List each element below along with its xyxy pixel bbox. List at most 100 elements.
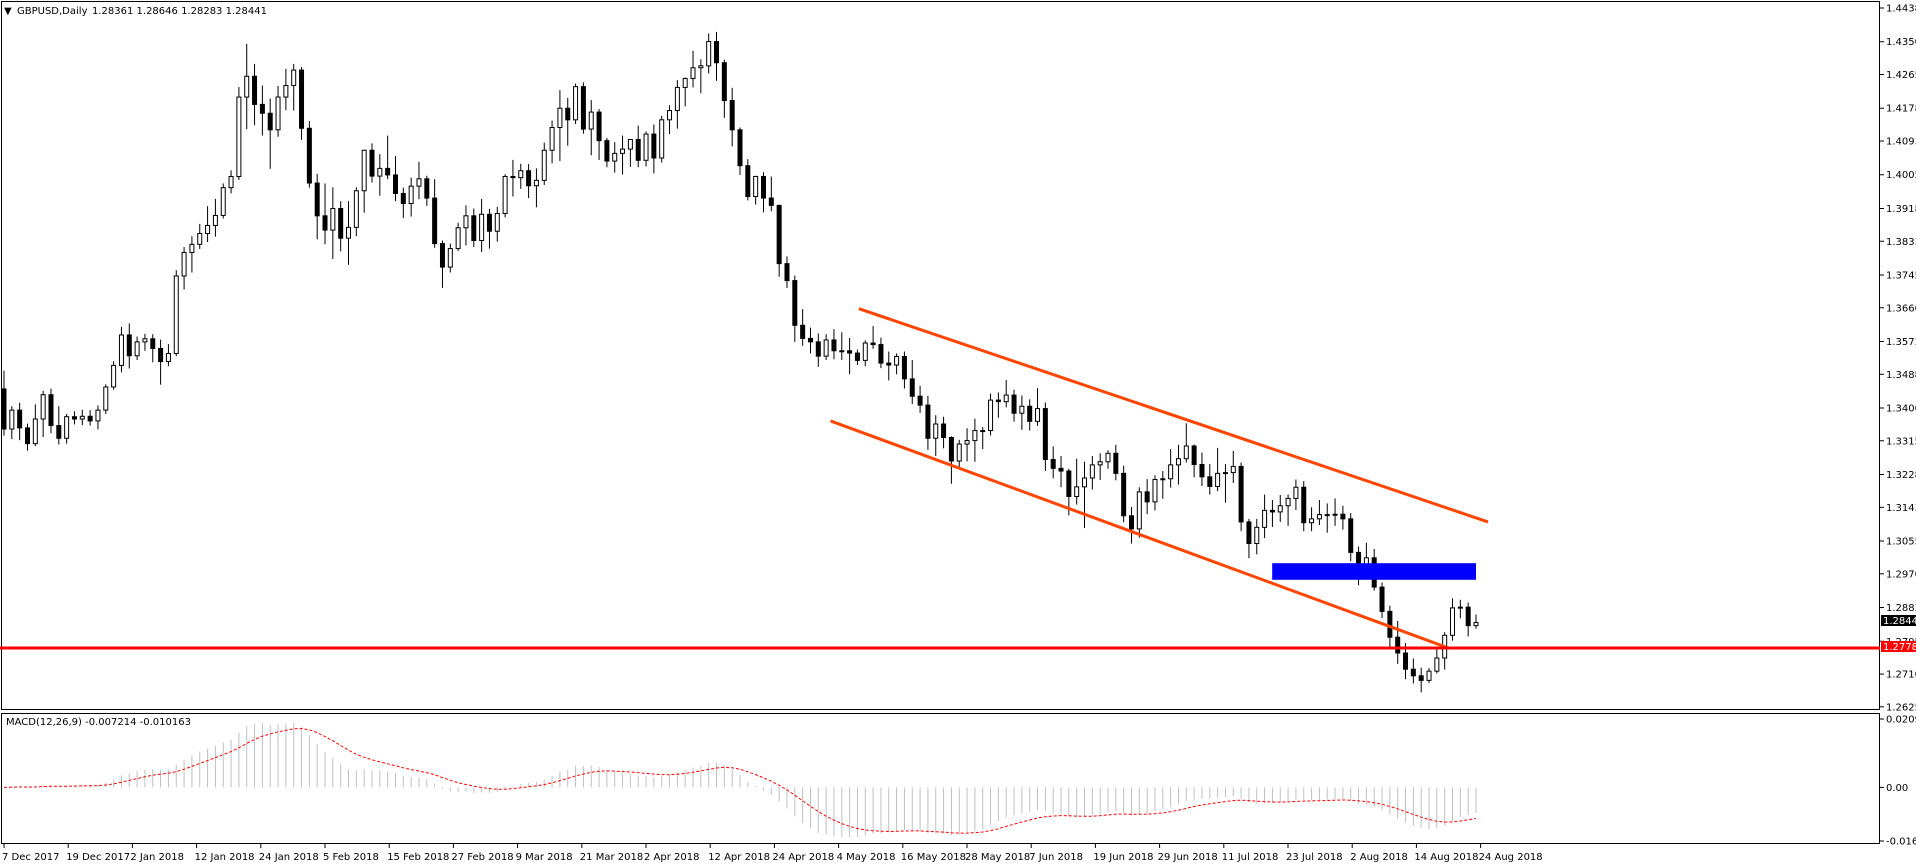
candle: [150, 334, 156, 363]
candle-body: [1324, 514, 1330, 517]
candle: [134, 336, 140, 361]
candle: [322, 183, 328, 245]
candle-body: [502, 175, 508, 214]
candle-body: [1183, 445, 1189, 460]
candle-body: [737, 129, 743, 167]
candle: [901, 351, 907, 389]
candle-body: [1379, 586, 1385, 612]
candle: [353, 187, 359, 237]
macd-tick-label: 0.00: [1886, 783, 1908, 794]
candle-body: [1121, 472, 1127, 517]
candle: [17, 402, 23, 441]
candle-body: [1246, 521, 1252, 545]
candle-body: [338, 207, 344, 239]
price-tick-label: 1.41780: [1886, 104, 1916, 115]
candle: [557, 90, 563, 162]
candle: [377, 154, 383, 196]
price-tick-label: 1.26255: [1886, 702, 1916, 713]
candle: [1183, 423, 1189, 463]
candle: [56, 406, 62, 445]
channel-lower-line[interactable]: [830, 419, 1450, 650]
candle: [894, 353, 900, 375]
candle-body: [416, 178, 422, 187]
candle: [424, 175, 430, 206]
candle-body: [784, 263, 790, 282]
candle: [706, 33, 712, 74]
candle: [1238, 462, 1244, 532]
candle: [385, 135, 391, 180]
candle: [1379, 582, 1385, 618]
candle: [831, 329, 837, 360]
candle-body: [1238, 465, 1244, 523]
candle-body: [714, 41, 720, 64]
candle-body: [1128, 515, 1134, 530]
candle-body: [800, 324, 806, 339]
candle: [518, 163, 524, 189]
candle-body: [369, 149, 375, 177]
candle: [1027, 399, 1033, 431]
candle: [1316, 499, 1322, 526]
channel-upper-line[interactable]: [858, 307, 1489, 524]
candle: [792, 275, 798, 342]
candle: [283, 68, 289, 111]
candle-body: [1066, 470, 1072, 497]
candle-body: [1348, 518, 1354, 553]
candle-body: [1082, 477, 1088, 488]
candle-body: [1003, 394, 1009, 403]
candle: [1011, 389, 1017, 422]
candle: [988, 393, 994, 436]
current-price-tag: 1.28441: [1881, 615, 1916, 627]
candle-body: [1395, 636, 1401, 654]
candle-body: [862, 342, 868, 361]
candle: [604, 137, 610, 168]
candle: [189, 236, 195, 273]
candle: [815, 333, 821, 367]
candle: [541, 142, 547, 185]
candle: [1082, 461, 1088, 529]
candle: [933, 415, 939, 457]
candle-body: [455, 227, 461, 250]
time-tick-label: 12 Jan 2018: [195, 852, 255, 863]
candle-body: [439, 243, 445, 268]
candle: [1293, 479, 1299, 510]
candle-body: [32, 418, 38, 445]
candle-body: [565, 107, 571, 121]
candle-body: [1019, 405, 1025, 414]
candle: [165, 344, 171, 367]
candle: [95, 405, 101, 430]
candle-body: [533, 179, 539, 187]
candle: [1074, 458, 1080, 505]
candle-body: [56, 425, 62, 439]
candle-body: [322, 215, 328, 231]
candle-body: [1450, 607, 1456, 636]
candle: [400, 187, 406, 219]
candle: [823, 334, 829, 361]
candle: [306, 120, 312, 188]
candle: [142, 333, 148, 351]
candle: [760, 172, 766, 213]
candle: [1089, 456, 1095, 490]
candle: [565, 97, 571, 146]
candle: [502, 174, 508, 218]
candle: [714, 31, 720, 81]
candle-body: [1168, 464, 1174, 480]
price-tick-label: 1.39180: [1886, 204, 1916, 215]
candle: [1309, 507, 1315, 532]
candle: [1434, 646, 1440, 674]
candle-body: [510, 175, 516, 179]
candle: [338, 201, 344, 252]
candle: [620, 135, 626, 175]
candle: [1160, 471, 1166, 499]
candle: [870, 326, 876, 349]
candle: [1035, 388, 1041, 426]
candle: [972, 418, 978, 462]
candle: [1465, 602, 1471, 637]
candle: [635, 125, 641, 168]
resistance-zone[interactable]: [1272, 563, 1476, 580]
candle: [1230, 450, 1236, 483]
candle-body: [494, 212, 500, 232]
candle-body: [1434, 657, 1440, 672]
menu-triangle-icon[interactable]: ▼: [4, 6, 12, 17]
candle-body: [346, 226, 352, 239]
